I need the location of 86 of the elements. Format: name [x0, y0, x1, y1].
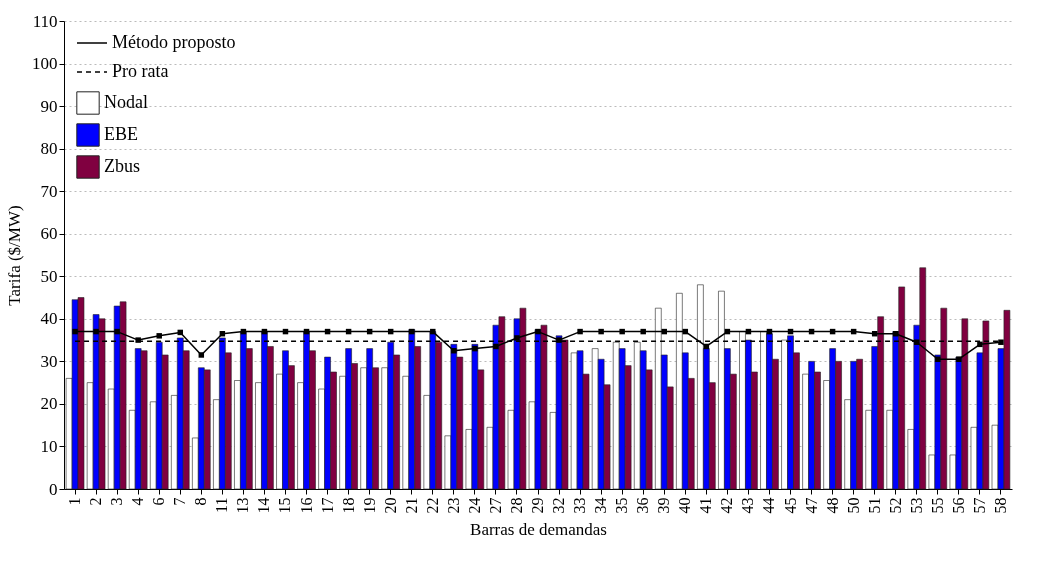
x-tick-label: 57: [970, 497, 988, 514]
point: [114, 328, 120, 335]
x-tick-label: 7: [171, 497, 189, 506]
point: [914, 339, 920, 345]
x-tick-label: 18: [339, 497, 357, 514]
y-tick-label: 40: [40, 309, 58, 329]
x-tick-label: 3: [108, 497, 126, 506]
point: [577, 328, 583, 335]
x-tick-label: 40: [676, 497, 694, 514]
x-tick-label: 17: [318, 497, 336, 514]
point: [514, 335, 520, 341]
x-tick-label: 53: [907, 497, 925, 514]
point: [535, 328, 541, 335]
x-tick-label: 24: [465, 497, 483, 514]
x-tick-label: 4: [129, 497, 147, 506]
y-axis-title: Tarifa ($/MW): [5, 205, 24, 306]
point: [430, 328, 436, 335]
legend-label: Método proposto: [112, 32, 236, 52]
x-tick-label: 16: [297, 497, 315, 514]
point: [619, 328, 625, 335]
y-tick-label: 60: [40, 224, 58, 244]
x-tick-label: 2: [87, 497, 105, 506]
x-tick-label: 19: [360, 497, 378, 514]
x-tick-label: 15: [276, 497, 294, 514]
x-tick-label: 52: [886, 497, 904, 514]
y-tick-label: 90: [40, 96, 58, 116]
point: [156, 333, 162, 339]
x-tick-label: 44: [760, 497, 778, 514]
x-tick-label: 42: [718, 497, 736, 514]
point: [493, 343, 499, 350]
x-tick-label: 39: [655, 497, 673, 514]
point: [556, 337, 562, 343]
x-tick-label: 48: [823, 497, 841, 514]
x-tick-label: 34: [592, 497, 610, 514]
point: [451, 347, 457, 354]
point: [198, 352, 205, 358]
legend-label: Zbus: [104, 156, 140, 176]
x-tick-label: 11: [213, 497, 231, 513]
point: [935, 356, 941, 362]
x-tick-label: 58: [991, 497, 1009, 514]
x-tick-label: 35: [613, 497, 631, 514]
x-tick-label: 51: [865, 497, 883, 514]
x-tick-label: 13: [234, 497, 252, 514]
x-tick-label: 20: [381, 497, 399, 514]
x-tick-label: 36: [634, 497, 652, 514]
y-tick-label: 10: [40, 436, 58, 456]
x-tick-label: 28: [507, 497, 525, 514]
y-tick-label: 20: [40, 394, 58, 414]
x-tick-label: 41: [697, 497, 715, 514]
x-tick-label: 47: [802, 497, 820, 514]
x-tick-label: 55: [928, 497, 946, 514]
y-tick-label: 70: [40, 181, 58, 201]
x-tick-label: 43: [739, 497, 757, 514]
x-tick-label: 56: [949, 497, 967, 514]
x-tick-label: 6: [150, 497, 168, 506]
y-tick-label: 0: [49, 479, 58, 499]
y-tick-label: 30: [40, 351, 58, 371]
point: [977, 341, 983, 348]
legend-label: Pro rata: [112, 61, 169, 81]
x-tick-label: 32: [550, 497, 568, 514]
x-tick-label: 23: [444, 497, 462, 514]
x-tick-label: 27: [486, 497, 504, 514]
point: [598, 328, 604, 335]
y-tick-label: 80: [40, 139, 58, 159]
point: [72, 328, 78, 335]
point: [93, 328, 99, 335]
x-tick-label: 33: [571, 497, 589, 514]
point: [135, 337, 141, 343]
x-tick-label: 14: [255, 497, 273, 514]
point: [472, 345, 478, 352]
x-tick-label: 50: [844, 497, 862, 514]
legend-label: Nodal: [104, 92, 148, 112]
legend-label: EBE: [104, 124, 138, 144]
x-tick-label: 29: [529, 497, 546, 514]
point: [956, 356, 962, 362]
point: [998, 339, 1004, 345]
x-axis-title: Barras de demandas: [470, 519, 607, 539]
x-tick-label: 21: [402, 497, 420, 514]
y-tick-label: 50: [40, 266, 58, 286]
y-tick-label: 110: [32, 11, 58, 31]
x-tick-label: 45: [781, 497, 799, 514]
point: [640, 328, 646, 335]
x-tick-label: 8: [192, 497, 210, 506]
x-tick-label: 22: [423, 497, 441, 514]
y-tick-label: 100: [32, 54, 58, 74]
x-tick-label: 1: [66, 497, 84, 506]
